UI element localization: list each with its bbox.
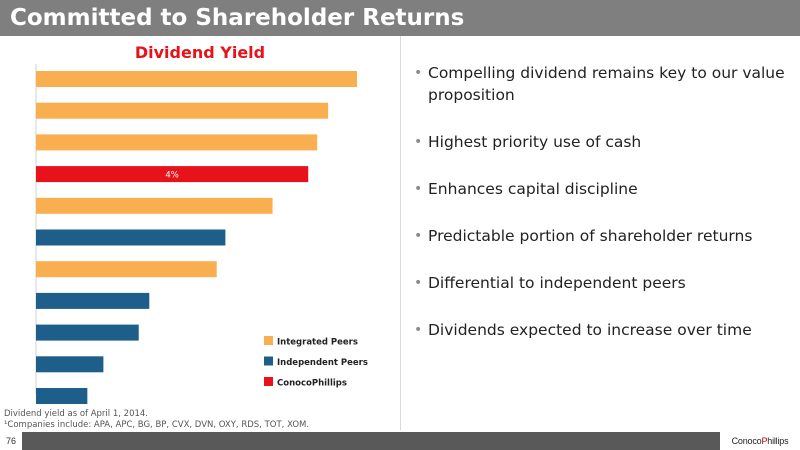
- bar: [36, 134, 318, 151]
- bullet-dot-icon: •: [414, 65, 423, 81]
- bullet-text: Dividends expected to increase over time: [428, 321, 752, 339]
- bullet-item: • Differential to independent peers: [412, 272, 792, 294]
- panel-divider: [400, 36, 401, 430]
- title-bar: Committed to Shareholder Returns: [0, 0, 800, 36]
- footnote-companies: ¹Companies include: APA, APC, BG, BP, CV…: [4, 420, 310, 430]
- bullet-text: Differential to independent peers: [428, 274, 686, 292]
- bullet-text: Predictable portion of shareholder retur…: [428, 227, 753, 245]
- bullet-text: Compelling dividend remains key to our v…: [428, 64, 785, 104]
- bullet-text: Enhances capital discipline: [428, 180, 638, 198]
- bullet-dot-icon: •: [414, 228, 423, 244]
- bar: [36, 197, 273, 214]
- legend-swatch: [264, 336, 273, 345]
- footnote-date: Dividend yield as of April 1, 2014.: [4, 409, 148, 419]
- bar: [36, 292, 150, 309]
- bullet-item: • Compelling dividend remains key to our …: [412, 62, 792, 106]
- page-number: 76: [0, 432, 22, 450]
- bar: [36, 166, 309, 183]
- chart-title: Dividend Yield: [135, 43, 265, 62]
- conocophillips-logo: ConocoPhillips: [720, 432, 800, 450]
- footnotes: Dividend yield as of April 1, 2014. ¹Com…: [4, 409, 309, 431]
- bar: [36, 324, 139, 341]
- bar: [36, 388, 88, 404]
- bullet-item: • Enhances capital discipline: [412, 178, 792, 200]
- footer-bar: [0, 432, 800, 450]
- bullet-dot-icon: •: [414, 322, 423, 338]
- bullet-dot-icon: •: [414, 181, 423, 197]
- dividend-yield-chart: Dividend Yield 4% Integrated Peers Independ…: [35, 43, 368, 404]
- legend-label: ConocoPhillips: [277, 379, 347, 389]
- bullet-item: • Highest priority use of cash: [412, 131, 792, 153]
- bullet-text: Highest priority use of cash: [428, 133, 642, 151]
- legend-swatch: [264, 377, 273, 386]
- bar: [36, 102, 329, 119]
- bar: [36, 261, 217, 278]
- bar: [36, 229, 226, 246]
- bullet-dot-icon: •: [414, 134, 423, 150]
- legend-label: Integrated Peers: [277, 338, 358, 348]
- bar: [36, 71, 357, 87]
- bullet-item: • Dividends expected to increase over tim…: [412, 319, 792, 341]
- page-title: Committed to Shareholder Returns: [10, 5, 465, 31]
- legend-swatch: [264, 356, 273, 366]
- bullet-dot-icon: •: [414, 275, 423, 291]
- bullet-item: • Predictable portion of shareholder retu…: [412, 225, 792, 247]
- bar-data-label: 4%: [165, 171, 179, 181]
- bullet-list: • Compelling dividend remains key to our …: [412, 62, 792, 366]
- bar: [36, 356, 104, 373]
- legend-label: Independent Peers: [277, 358, 368, 368]
